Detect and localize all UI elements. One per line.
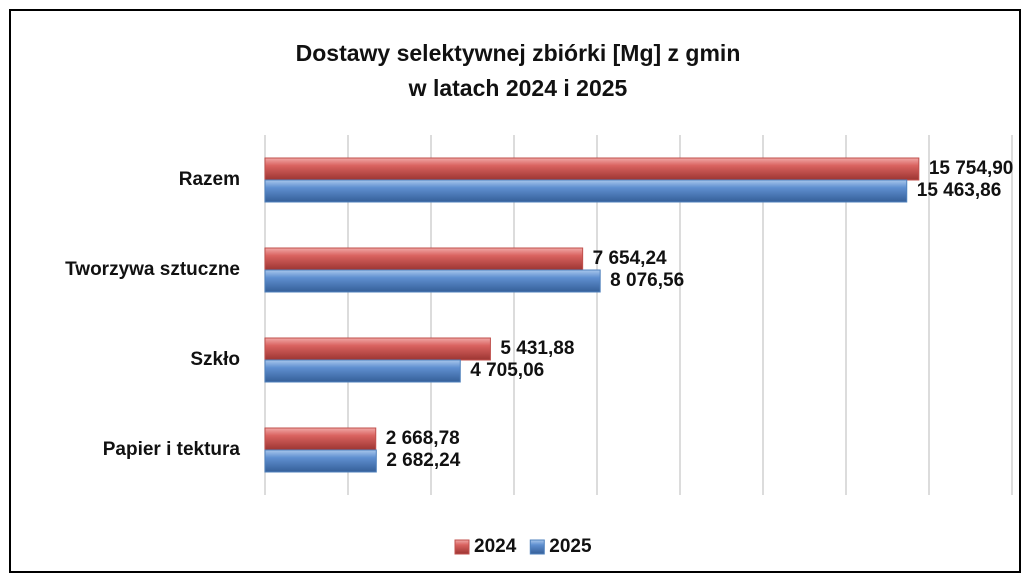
- bar: [264, 337, 491, 361]
- bar: [264, 427, 377, 451]
- value-label: 2 682,24: [386, 450, 460, 471]
- value-label: 4 705,06: [470, 360, 544, 381]
- value-label: 2 668,78: [386, 428, 460, 449]
- bar: [264, 157, 920, 181]
- value-label: 8 076,56: [610, 270, 684, 291]
- bar: [264, 269, 601, 293]
- bar: [264, 449, 377, 473]
- bar: [264, 359, 461, 383]
- y-tick-label: Szkło: [190, 349, 240, 370]
- chart-title: w latach 2024 i 2025: [408, 75, 628, 101]
- value-label: 15 463,86: [917, 180, 1002, 201]
- value-label: 7 654,24: [593, 248, 667, 269]
- chart-title: Dostawy selektywnej zbiórki [Mg] z gmin: [296, 40, 741, 66]
- bar: [264, 179, 908, 203]
- legend-label: 2024: [474, 536, 517, 557]
- bar: [264, 247, 584, 271]
- legend-label: 2025: [549, 536, 592, 557]
- legend-swatch: [529, 539, 545, 555]
- y-tick-label: Razem: [179, 169, 240, 190]
- legend-swatch: [454, 539, 470, 555]
- value-label: 15 754,90: [929, 158, 1014, 179]
- value-label: 5 431,88: [500, 338, 574, 359]
- y-tick-label: Tworzywa sztuczne: [65, 259, 240, 280]
- y-tick-label: Papier i tektura: [103, 439, 241, 460]
